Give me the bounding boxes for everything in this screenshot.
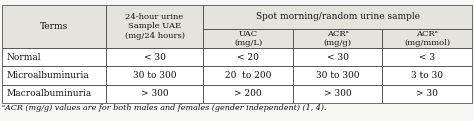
Text: > 300: > 300: [324, 89, 351, 98]
Bar: [2, 5, 106, 48]
Bar: [2, 48, 106, 66]
Bar: [382, 48, 472, 66]
Bar: [293, 85, 382, 103]
Bar: [293, 48, 382, 66]
Text: ACRᵃ
(mg/g): ACRᵃ (mg/g): [324, 30, 352, 47]
Bar: [293, 66, 382, 85]
Text: 24-hour urine
Sample UAE
(mg/24 hours): 24-hour urine Sample UAE (mg/24 hours): [125, 13, 184, 40]
Bar: [203, 5, 472, 29]
Text: 3 to 30: 3 to 30: [411, 71, 443, 80]
Text: > 30: > 30: [416, 89, 438, 98]
Text: Spot morning/random urine sample: Spot morning/random urine sample: [255, 12, 419, 21]
Text: UAC
(mg/L): UAC (mg/L): [234, 30, 262, 47]
Text: < 3: < 3: [419, 53, 435, 62]
Bar: [106, 5, 203, 48]
Text: 30 to 300: 30 to 300: [133, 71, 176, 80]
Text: Microalbuminuria: Microalbuminuria: [6, 71, 89, 80]
Text: 30 to 300: 30 to 300: [316, 71, 359, 80]
Text: < 30: < 30: [327, 53, 348, 62]
Bar: [203, 29, 293, 48]
Bar: [106, 48, 203, 66]
Text: ᵃACR (mg/g) values are for both males and females (gender independent) (1, 4).: ᵃACR (mg/g) values are for both males an…: [2, 104, 327, 112]
Text: < 20: < 20: [237, 53, 259, 62]
Bar: [382, 85, 472, 103]
Text: > 200: > 200: [234, 89, 262, 98]
Bar: [382, 29, 472, 48]
Text: Terms: Terms: [40, 22, 68, 31]
Bar: [106, 66, 203, 85]
Text: Normal: Normal: [6, 53, 41, 62]
Bar: [203, 48, 293, 66]
Text: ACRᵃ
(mg/mmol): ACRᵃ (mg/mmol): [404, 30, 450, 47]
Bar: [203, 85, 293, 103]
Bar: [2, 85, 106, 103]
Bar: [106, 85, 203, 103]
Bar: [382, 66, 472, 85]
Text: Macroalbuminuria: Macroalbuminuria: [6, 89, 91, 98]
Text: < 30: < 30: [144, 53, 165, 62]
Bar: [2, 66, 106, 85]
Bar: [293, 29, 382, 48]
Text: > 300: > 300: [141, 89, 168, 98]
Text: 20  to 200: 20 to 200: [225, 71, 271, 80]
Bar: [203, 66, 293, 85]
